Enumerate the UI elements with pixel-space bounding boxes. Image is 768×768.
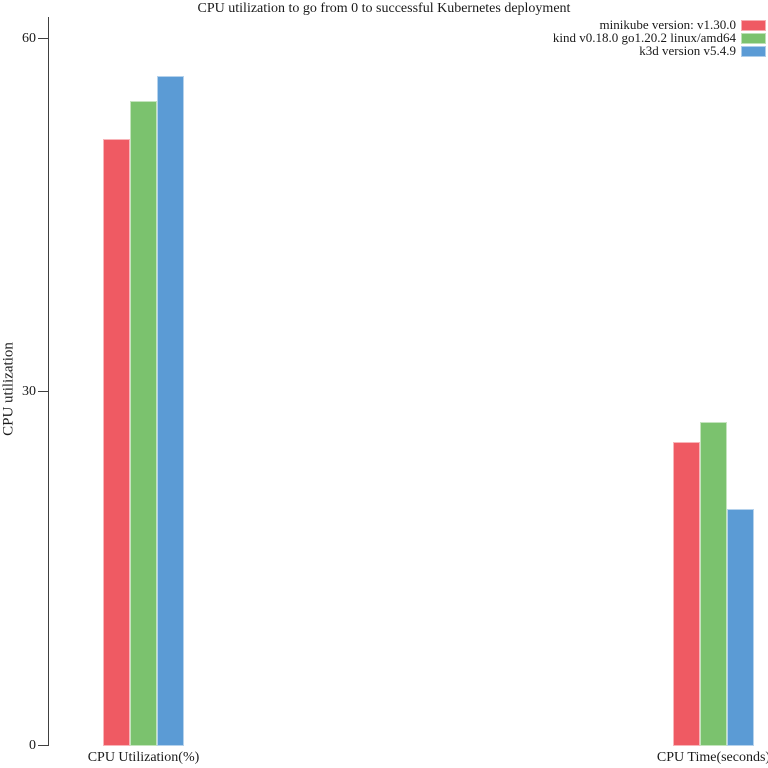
bar-cpu-utilization--series-2 [157, 76, 184, 746]
bar-cpu-time-seconds--series-0 [673, 442, 700, 746]
x-category-label: CPU Time(seconds) [656, 750, 768, 765]
bar-cpu-time-seconds--series-1 [700, 422, 727, 746]
legend-label: minikube version: v1.30.0 [599, 17, 737, 32]
legend-swatch [741, 45, 766, 57]
x-category-label: CPU Utilization(%) [87, 750, 200, 765]
y-tick-mark [38, 391, 48, 392]
legend-item: minikube version: v1.30.0 [553, 17, 766, 32]
legend-item: k3d version v5.4.9 [553, 43, 766, 58]
legend-label: k3d version v5.4.9 [639, 43, 736, 58]
bar-cpu-time-seconds--series-2 [727, 509, 754, 746]
legend-item: kind v0.18.0 go1.20.2 linux/amd64 [552, 30, 766, 45]
y-tick-label: 60 [22, 31, 36, 46]
legend-swatch [741, 32, 766, 44]
legend-swatch [741, 19, 766, 31]
legend-label: kind v0.18.0 go1.20.2 linux/amd64 [552, 30, 736, 45]
y-axis-line [48, 17, 49, 746]
y-tick-label: 30 [22, 384, 36, 399]
chart-title: CPU utilization to go from 0 to successf… [197, 1, 571, 16]
y-tick-mark [38, 38, 48, 39]
bar-cpu-utilization--series-0 [103, 139, 130, 746]
legend: minikube version: v1.30.0 kind v0.18.0 go… [552, 17, 766, 58]
bar-cpu-utilization--series-1 [130, 101, 157, 746]
y-tick-label: 0 [29, 738, 36, 753]
y-tick-mark [38, 745, 48, 746]
